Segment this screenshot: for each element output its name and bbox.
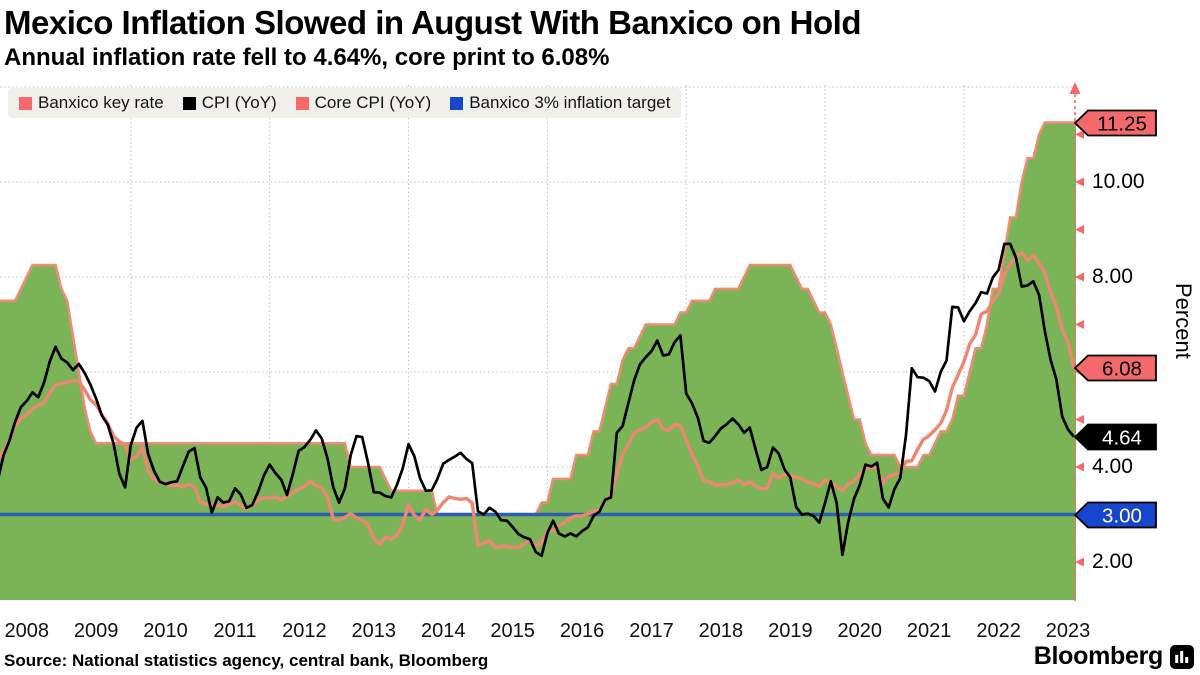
axis-badge-3.00: 3.00 [1073, 501, 1157, 528]
y-axis-tick-icon [1075, 225, 1084, 234]
legend-label: Core CPI (YoY) [314, 93, 432, 112]
badge-shape [1073, 354, 1157, 382]
x-axis-year-2020: 2020 [837, 620, 883, 642]
x-axis-year-2011: 2011 [213, 620, 257, 642]
x-axis-year-2009: 2009 [73, 620, 119, 642]
chart-legend: Banxico key rate CPI (YoY) Core CPI (YoY) B… [8, 88, 682, 118]
x-axis-year-2021: 2021 [906, 620, 952, 642]
y-axis-tick-icon [1075, 462, 1084, 472]
y-axis-label-2.00: 2.00 [1092, 550, 1133, 573]
y-axis-label-4.00: 4.00 [1092, 455, 1133, 478]
legend-item-3: Banxico 3% inflation target [450, 93, 670, 113]
y-axis-tick-icon [1075, 177, 1084, 187]
axis-badge-4.64: 4.64 [1073, 423, 1157, 450]
key-rate-area [0, 122, 1076, 600]
page-subtitle: Annual inflation rate fell to 4.64%, cor… [4, 44, 610, 71]
source-note: Source: National statistics agency, cent… [4, 651, 489, 670]
y-axis-tick-icon [1075, 130, 1084, 139]
legend-swatch-icon [295, 96, 309, 110]
cpi-line [0, 242, 1075, 558]
legend-item-0: Banxico key rate [19, 93, 164, 113]
x-axis-labels: 2008 2009 2010 2011 2012 2013 2014 2015 2016 2017… [0, 620, 1090, 646]
badge-value: 3.00 [1102, 504, 1142, 527]
axis-badge-6.08: 6.08 [1073, 354, 1157, 382]
bloomberg-wordmark: Bloomberg [1033, 642, 1164, 670]
x-axis-year-2010: 2010 [143, 620, 188, 642]
y-axis-top-arrow-icon [1069, 82, 1081, 94]
y-axis [1069, 82, 1084, 604]
x-axis-year-2015: 2015 [490, 620, 535, 642]
y-axis-tick-icon [1075, 272, 1084, 282]
x-axis-year-2013: 2013 [351, 620, 397, 642]
badge-shape [1073, 109, 1157, 137]
legend-item-2: Core CPI (YoY) [295, 93, 432, 113]
legend-swatch-icon [450, 96, 464, 110]
x-axis-year-2019: 2019 [768, 620, 813, 642]
y-axis-tick-icon [1075, 557, 1084, 567]
badge-value: 6.08 [1102, 358, 1142, 381]
x-axis-year-2022: 2022 [976, 620, 1021, 642]
page-title: Mexico Inflation Slowed in August With B… [4, 4, 861, 41]
x-axis-year-2023: 2023 [1045, 620, 1091, 642]
axis-badge-11.25: 11.25 [1073, 109, 1157, 137]
legend-label: Banxico key rate [38, 93, 164, 112]
bloomberg-logo: Bloomberg [1034, 642, 1194, 671]
x-axis-year-2008: 2008 [4, 620, 49, 642]
legend-item-1: CPI (YoY) [182, 93, 277, 113]
chart-plot-area [0, 85, 1076, 600]
y-axis-label-10.00: 10.00 [1092, 170, 1145, 193]
x-axis-year-2014: 2014 [420, 620, 466, 642]
badge-shape [1073, 423, 1157, 450]
bloomberg-logo-icon [1170, 644, 1194, 669]
badge-shape [1073, 501, 1157, 528]
x-axis-year-2012: 2012 [282, 620, 327, 642]
x-axis-year-2018: 2018 [698, 620, 744, 642]
y-axis-tick-icon [1075, 415, 1084, 424]
badge-value: 11.25 [1097, 112, 1147, 135]
y-axis-title: Percent [1171, 283, 1196, 359]
badge-value: 4.64 [1102, 426, 1142, 449]
legend-swatch-icon [182, 96, 196, 110]
legend-label: Banxico 3% inflation target [469, 93, 671, 112]
y-axis-label-8.00: 8.00 [1092, 265, 1133, 288]
x-axis-year-2017: 2017 [629, 620, 674, 642]
legend-swatch-icon [19, 96, 32, 110]
legend-label: CPI (YoY) [201, 93, 277, 112]
y-axis-tick-icon [1075, 320, 1084, 329]
x-axis-year-2016: 2016 [559, 620, 605, 642]
